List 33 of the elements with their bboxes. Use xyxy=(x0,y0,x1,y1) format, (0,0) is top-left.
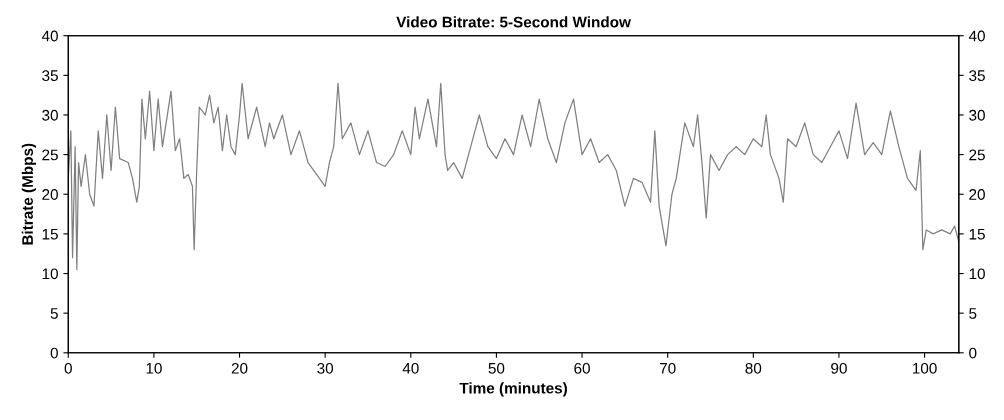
y-tick-label: 5 xyxy=(50,308,58,319)
y2-tick-label: 10 xyxy=(969,268,985,280)
y2-tick-label: 0 xyxy=(969,347,977,359)
x-tick-label: 30 xyxy=(317,362,334,374)
y2-tick-label: 40 xyxy=(968,30,985,42)
x-tick-label: 10 xyxy=(146,362,162,374)
y2-tick-label: 35 xyxy=(969,70,985,82)
x-tick-label: 20 xyxy=(231,362,248,374)
x-axis-title: Time (minutes) xyxy=(459,382,567,397)
y-tick-label: 40 xyxy=(41,30,58,42)
line-series xyxy=(68,82,959,271)
y-tick-label: 20 xyxy=(42,189,58,200)
y-tick-label: 25 xyxy=(42,149,58,161)
y-tick-label: 0 xyxy=(50,347,58,359)
y2-tick-label: 30 xyxy=(969,109,985,121)
chart-title: Video Bitrate: 5-Second Window xyxy=(396,16,631,28)
y2-tick-label: 5 xyxy=(969,308,977,319)
x-tick-label: 60 xyxy=(574,362,590,374)
x-tick-label: 90 xyxy=(831,362,847,374)
x-tick-label: 80 xyxy=(745,362,762,374)
x-tick-label: 40 xyxy=(402,362,419,374)
y-tick-label: 35 xyxy=(42,70,58,82)
y-axis-title: Bitrate (Mbps) xyxy=(21,143,36,245)
y-tick-label: 30 xyxy=(42,109,58,121)
y-tick-label: 10 xyxy=(42,268,58,280)
x-tick-label: 50 xyxy=(488,362,505,374)
y-tick-label: 15 xyxy=(42,228,58,240)
y2-tick-label: 25 xyxy=(969,149,985,161)
y2-tick-label: 15 xyxy=(969,228,985,240)
x-tick-label: 100 xyxy=(912,362,937,374)
x-tick-label: 0 xyxy=(64,362,72,374)
y2-tick-label: 20 xyxy=(969,189,985,200)
x-tick-label: 70 xyxy=(659,362,676,374)
